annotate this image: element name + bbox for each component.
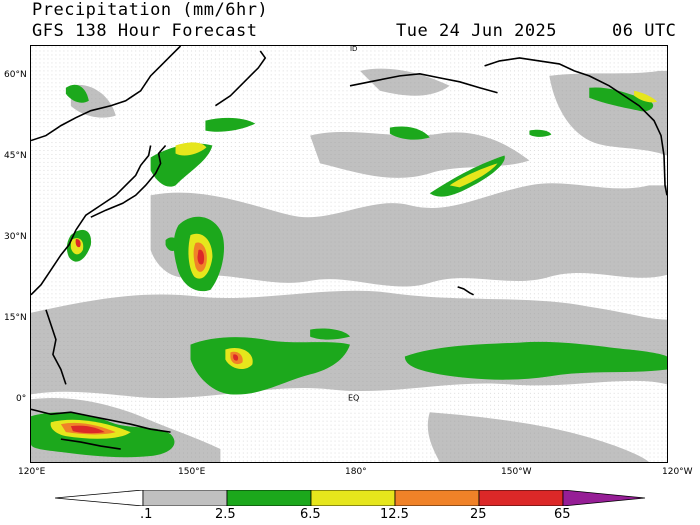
lon-label-120e: 120°E: [18, 467, 46, 477]
colorbar-segment-white: [55, 490, 144, 506]
lat-label-45n: 45°N: [4, 151, 27, 161]
equator-label: EQ: [348, 393, 359, 402]
colorbar-label-5: 65: [554, 507, 571, 522]
lat-label-60n: 60°N: [4, 70, 27, 80]
lon-label-150w: 150°W: [501, 467, 532, 477]
lon-label-180: 180°: [345, 467, 367, 477]
colorbar-label-1: 2.5: [215, 507, 236, 522]
colorbar-label-4: 25: [470, 507, 487, 522]
valid-time: 06 UTC: [612, 21, 677, 41]
valid-date: Tue 24 Jun 2025: [396, 21, 558, 41]
lat-label-30n: 30°N: [4, 232, 27, 242]
lat-label-eq: 0°: [16, 394, 27, 404]
colorbar-segment-green: [226, 490, 312, 506]
precip-map: EQ ID: [30, 45, 668, 463]
coastlines: [31, 46, 667, 450]
colorbar-label-3: 12.5: [380, 507, 409, 522]
colorbar-label-0: .1: [140, 507, 153, 522]
forecast-label: GFS 138 Hour Forecast: [32, 21, 258, 41]
colorbar-segment-yellow: [310, 490, 396, 506]
colorbar-segment-red: [478, 490, 564, 506]
lat-label-15n: 15°N: [4, 313, 27, 323]
chart-title: Precipitation (mm/6hr): [32, 0, 269, 20]
lon-label-120w: 120°W: [662, 467, 693, 477]
colorbar-segment-purple: [562, 490, 646, 506]
date-line-label: ID: [350, 45, 357, 53]
colorbar: [55, 490, 646, 506]
precip-extreme-areas: [70, 238, 239, 434]
colorbar-segment-orange: [394, 490, 480, 506]
lon-label-150e: 150°E: [178, 467, 206, 477]
colorbar-label-2: 6.5: [300, 507, 321, 522]
colorbar-segment-gray: [142, 490, 228, 506]
